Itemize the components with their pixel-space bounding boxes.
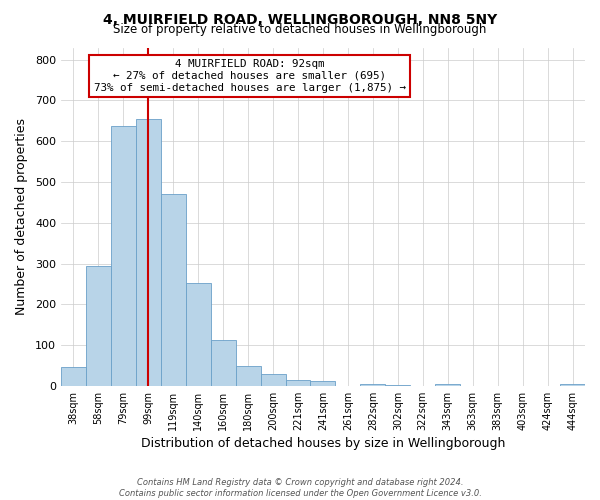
Text: 4, MUIRFIELD ROAD, WELLINGBOROUGH, NN8 5NY: 4, MUIRFIELD ROAD, WELLINGBOROUGH, NN8 5… — [103, 12, 497, 26]
Bar — [361, 384, 385, 386]
Bar — [435, 384, 460, 386]
Bar — [211, 340, 236, 386]
Text: Size of property relative to detached houses in Wellingborough: Size of property relative to detached ho… — [113, 22, 487, 36]
Bar — [286, 380, 310, 386]
Bar — [61, 366, 86, 386]
Bar — [161, 194, 186, 386]
X-axis label: Distribution of detached houses by size in Wellingborough: Distribution of detached houses by size … — [141, 437, 505, 450]
Bar — [310, 381, 335, 386]
Bar — [86, 266, 111, 386]
Bar — [136, 119, 161, 386]
Bar — [385, 385, 410, 386]
Bar — [236, 366, 260, 386]
Text: Contains HM Land Registry data © Crown copyright and database right 2024.
Contai: Contains HM Land Registry data © Crown c… — [119, 478, 481, 498]
Bar — [186, 282, 211, 386]
Y-axis label: Number of detached properties: Number of detached properties — [15, 118, 28, 315]
Bar — [560, 384, 585, 386]
Bar — [260, 374, 286, 386]
Text: 4 MUIRFIELD ROAD: 92sqm
← 27% of detached houses are smaller (695)
73% of semi-d: 4 MUIRFIELD ROAD: 92sqm ← 27% of detache… — [94, 60, 406, 92]
Bar — [111, 126, 136, 386]
